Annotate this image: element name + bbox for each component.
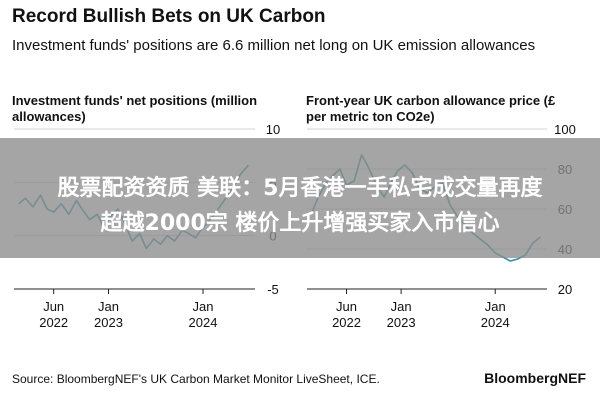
price-x-tick-year: 2023 xyxy=(387,315,416,330)
right-panel-title: Front-year UK carbon allowance price (£ … xyxy=(306,93,556,124)
price-y-tick-label: 20 xyxy=(558,282,572,297)
positions-x-tick-year: 2022 xyxy=(39,315,68,330)
price-x-tick-label: Jan xyxy=(391,299,412,314)
price-x-tick-year: 2024 xyxy=(481,315,510,330)
overlay-banner xyxy=(0,138,600,258)
positions-x-tick-year: 2023 xyxy=(94,315,123,330)
chart-title: Record Bullish Bets on UK Carbon xyxy=(12,6,326,27)
price-x-tick-year: 2022 xyxy=(332,315,361,330)
price-x-tick-label: Jun xyxy=(336,299,357,314)
positions-x-tick-label: Jun xyxy=(43,299,64,314)
positions-x-tick-label: Jan xyxy=(98,299,119,314)
overlay-line-2: 超越2000宗 楼价上升增强买家入市信心 xyxy=(100,211,500,236)
positions-y-tick-label: -5 xyxy=(267,282,279,297)
left-panel-title: Investment funds' net positions (million… xyxy=(12,93,258,124)
brand-logo-text: BloombergNEF xyxy=(484,370,586,386)
price-x-tick-label: Jan xyxy=(485,299,506,314)
overlay-line-1: 股票配资资质 美联：5月香港一手私宅成交量再度 xyxy=(57,176,543,201)
positions-x-tick-year: 2024 xyxy=(189,315,218,330)
chart-subtitle: Investment funds' positions are 6.6 mill… xyxy=(12,37,536,54)
positions-y-tick-label: 10 xyxy=(266,122,280,137)
source-note: Source: BloombergNEF's UK Carbon Market … xyxy=(12,372,380,386)
positions-x-tick-label: Jan xyxy=(193,299,214,314)
price-y-tick-label: 100 xyxy=(554,122,576,137)
